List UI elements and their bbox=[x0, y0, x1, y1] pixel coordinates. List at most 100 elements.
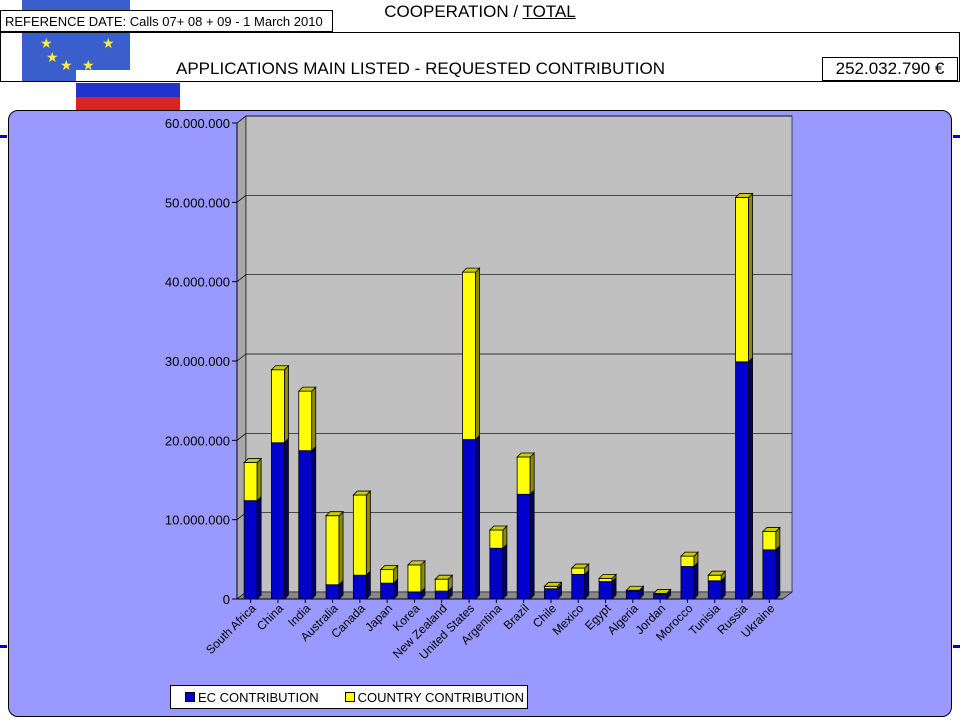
bar-ec-side bbox=[584, 569, 590, 600]
bar-ec-front bbox=[707, 580, 722, 600]
y-tick-label: 30.000.000 bbox=[165, 354, 230, 369]
legend-swatch-ec bbox=[185, 692, 195, 702]
x-tick-label: Brazil bbox=[501, 601, 532, 632]
bar-top bbox=[761, 527, 781, 532]
bar-country-front bbox=[271, 369, 285, 444]
bar-country-front bbox=[243, 462, 258, 502]
legend-item-country: COUNTRY CONTRIBUTION bbox=[344, 689, 524, 705]
svg-text:★: ★ bbox=[46, 50, 59, 66]
bar-top bbox=[734, 193, 754, 198]
bar-top bbox=[516, 452, 536, 458]
bar-country-front bbox=[380, 569, 395, 584]
bar-country-side bbox=[475, 267, 480, 441]
bar-ec-front bbox=[325, 584, 340, 600]
bar-ec-front bbox=[653, 593, 668, 600]
bar-top bbox=[543, 581, 563, 587]
gridline-depth bbox=[236, 274, 247, 282]
bar-ec-front bbox=[680, 566, 695, 600]
y-tick-label: 50.000.000 bbox=[165, 195, 230, 210]
y-tick-label: 40.000.000 bbox=[165, 275, 230, 290]
bar-top bbox=[297, 386, 317, 392]
bar-top bbox=[352, 490, 372, 496]
bar-ec-front bbox=[271, 442, 285, 600]
bar-ec-front bbox=[462, 439, 476, 600]
svg-text:★: ★ bbox=[60, 58, 73, 74]
svg-text:★: ★ bbox=[40, 36, 53, 52]
bar-ec-front bbox=[489, 547, 504, 600]
gridline-depth bbox=[236, 353, 247, 362]
bar-ec-front bbox=[516, 493, 531, 600]
bar-country-side bbox=[420, 559, 426, 593]
edge-mark bbox=[953, 645, 960, 648]
bar-ec-side bbox=[365, 570, 371, 600]
bar-top bbox=[325, 511, 345, 517]
bar-top bbox=[379, 565, 399, 571]
bar-country-front bbox=[680, 555, 695, 567]
reference-date: REFERENCE DATE: Calls 07+ 08 + 09 - 1 Ma… bbox=[0, 10, 333, 32]
bar-ec-front bbox=[762, 549, 777, 600]
legend-label-country: COUNTRY CONTRIBUTION bbox=[357, 689, 524, 705]
bar-top bbox=[625, 585, 645, 591]
bar-country-side bbox=[311, 386, 317, 452]
bar-country-front bbox=[462, 271, 476, 440]
bar-ec-front bbox=[735, 361, 749, 600]
title-part2: TOTAL bbox=[522, 2, 576, 21]
bar-ec-side bbox=[475, 434, 480, 600]
bar-ec-front bbox=[571, 574, 586, 600]
x-tick-label: Tunisia bbox=[686, 601, 723, 638]
bar-country-front bbox=[325, 515, 340, 586]
gridline-depth bbox=[236, 433, 247, 441]
y-tick-label: 0 bbox=[223, 592, 230, 607]
bar-country-side bbox=[365, 490, 371, 577]
bar-top bbox=[461, 267, 481, 273]
bar-ec-front bbox=[625, 590, 640, 600]
bar-ec-front bbox=[352, 574, 367, 600]
title-part1: COOPERATION / bbox=[384, 2, 523, 21]
bar-country-front bbox=[352, 494, 367, 576]
bar-top bbox=[406, 560, 426, 566]
bar-ec-front bbox=[598, 581, 613, 600]
legend-label-ec: EC CONTRIBUTION bbox=[198, 689, 319, 705]
bar-ec-front bbox=[380, 582, 395, 600]
x-tick-label: Japan bbox=[362, 601, 395, 634]
chart-legend: EC CONTRIBUTION COUNTRY CONTRIBUTION bbox=[170, 685, 528, 709]
edge-mark bbox=[0, 135, 7, 138]
bar-country-side bbox=[748, 192, 753, 363]
edge-mark bbox=[953, 135, 960, 138]
bar-ec-side bbox=[775, 544, 781, 600]
bar-country-side bbox=[284, 364, 289, 444]
bar-top bbox=[679, 551, 699, 557]
x-tick-label: Mexico bbox=[550, 601, 587, 638]
bar-ec-side bbox=[256, 495, 262, 600]
page-title: COOPERATION / TOTAL bbox=[0, 2, 960, 22]
bar-top bbox=[598, 573, 618, 579]
gridline-depth bbox=[236, 115, 247, 124]
bar-ec-front bbox=[407, 591, 422, 600]
legend-item-ec: EC CONTRIBUTION bbox=[185, 690, 319, 705]
russia-flag-icon bbox=[76, 70, 180, 110]
legend-swatch-country bbox=[344, 692, 355, 702]
bar-top bbox=[270, 365, 290, 371]
bar-top bbox=[570, 563, 590, 569]
bar-country-front bbox=[434, 578, 449, 592]
bar-country-front bbox=[598, 577, 613, 582]
bar-ec-side bbox=[311, 445, 317, 600]
bar-country-front bbox=[407, 564, 422, 593]
bar-country-side bbox=[529, 452, 535, 496]
bar-ec-side bbox=[529, 489, 535, 600]
x-tick-label: China bbox=[254, 601, 286, 633]
bar-country-front bbox=[707, 574, 722, 582]
bar-country-front bbox=[735, 197, 749, 363]
bar-ec-front bbox=[434, 590, 449, 600]
y-tick-label: 60.000.000 bbox=[165, 116, 230, 131]
svg-text:★: ★ bbox=[102, 36, 115, 52]
y-tick-label: 10.000.000 bbox=[165, 513, 230, 528]
x-tick-label: South Africa bbox=[203, 601, 259, 657]
bar-ec-front bbox=[243, 500, 258, 600]
bar-top bbox=[652, 589, 672, 594]
bar-ec-side bbox=[693, 561, 699, 600]
bar-country-side bbox=[338, 510, 344, 586]
total-contribution: 252.032.790 € bbox=[822, 57, 958, 81]
bar-ec-side bbox=[748, 356, 753, 600]
